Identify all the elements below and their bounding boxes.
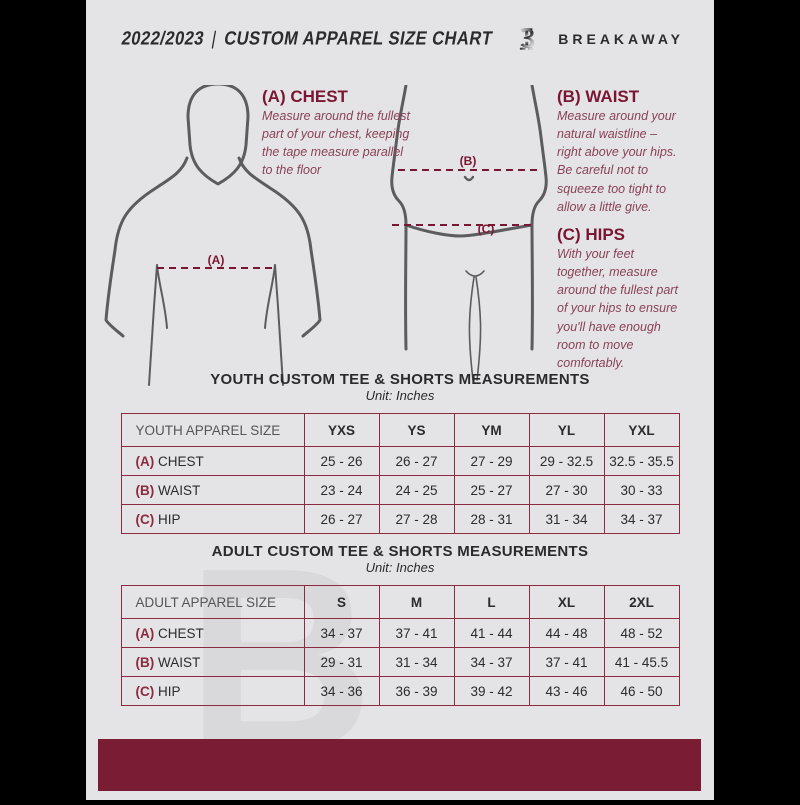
svg-text:(A): (A) — [208, 253, 225, 267]
svg-text:(C): (C) — [478, 222, 495, 236]
svg-text:(B): (B) — [460, 154, 477, 168]
